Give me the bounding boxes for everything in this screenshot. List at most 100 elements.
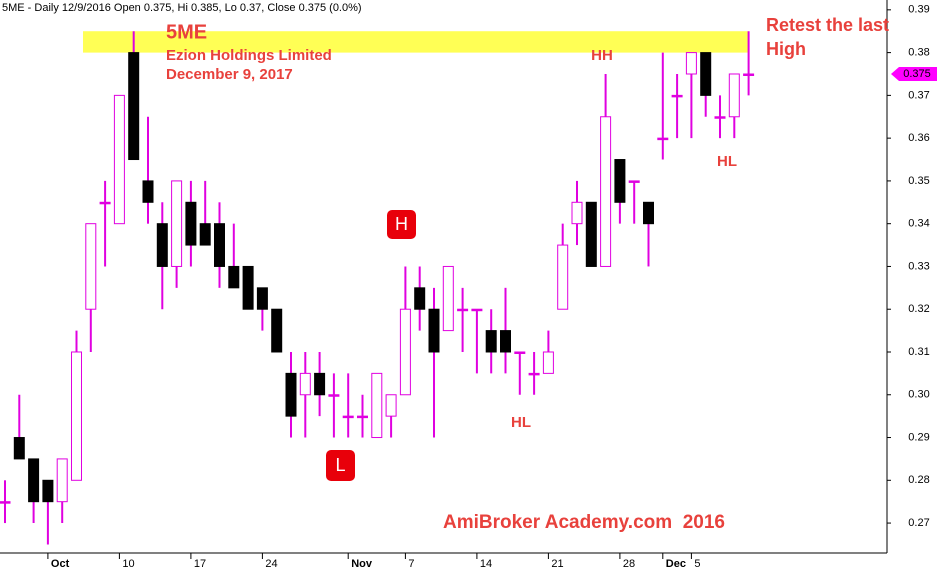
x-tick-label: 28: [623, 558, 635, 570]
candle-body: [500, 330, 511, 353]
y-tick-label: 0.32: [908, 303, 929, 315]
candle: [700, 52, 712, 117]
candle-body: [13, 437, 25, 460]
candle-body: [685, 52, 697, 75]
candle-body: [528, 372, 540, 376]
candle: [557, 223, 569, 310]
y-tick-label: 0.29: [908, 431, 929, 443]
x-tick-label: 21: [551, 558, 563, 570]
chart-title: 5ME - Daily 12/9/2016 Open 0.375, Hi 0.3…: [2, 2, 362, 14]
candle: [214, 202, 225, 288]
candle: [56, 458, 68, 524]
candle-body: [428, 308, 440, 353]
candle-body: [113, 94, 125, 225]
candle: [185, 180, 197, 267]
candle-body: [614, 159, 626, 203]
candle-body: [457, 308, 469, 312]
candle: [685, 52, 697, 139]
candle-body: [600, 116, 612, 267]
candle-body: [42, 479, 54, 503]
x-tick-label: Nov: [351, 558, 373, 570]
candle-body: [85, 223, 97, 310]
candle: [357, 394, 368, 438]
candle-body: [171, 180, 183, 267]
candle-body: [271, 308, 283, 353]
x-tick-label: 7: [408, 558, 414, 570]
hl-label: HL: [511, 414, 531, 431]
candle: [399, 266, 411, 396]
last-price-marker: [891, 66, 937, 81]
highlight-band: [83, 31, 749, 53]
y-tick-label: 0.35: [908, 175, 929, 187]
y-tick-label: 0.39: [908, 4, 929, 16]
y-tick-label: 0.31: [908, 346, 929, 358]
candle-body: [199, 223, 211, 246]
watermark: AmiBroker Academy.com 2016: [443, 512, 725, 533]
candle-body: [142, 180, 154, 203]
candle: [743, 31, 755, 96]
y-tick-label: 0.30: [908, 389, 929, 401]
candle: [371, 372, 383, 439]
symbol-label: 5ME: [166, 21, 207, 43]
candle: [299, 351, 311, 438]
candle: [528, 351, 540, 395]
candle: [485, 309, 497, 374]
candle-body: [299, 372, 311, 396]
candle-body: [585, 201, 597, 267]
candle: [85, 223, 97, 352]
l-label: L: [335, 455, 345, 475]
x-tick-label: Oct: [51, 558, 70, 570]
company-label: Ezion Holdings Limited: [166, 47, 332, 64]
candle-body: [385, 394, 397, 417]
candle-body: [228, 265, 240, 289]
x-tick-label: 5: [694, 558, 700, 570]
candle: [128, 31, 140, 161]
candle-body: [56, 458, 68, 503]
candle-body: [185, 201, 197, 246]
candle: [342, 373, 354, 438]
candle: [500, 287, 511, 374]
candle: [457, 287, 469, 352]
candle-body: [542, 351, 554, 374]
candle-body: [571, 201, 583, 225]
candle-body: [314, 372, 326, 396]
hl-label: HL: [717, 153, 737, 170]
candle: [428, 287, 440, 438]
candle-body: [399, 308, 411, 396]
candle: [42, 479, 54, 545]
candle: [199, 180, 211, 246]
candle: [714, 95, 726, 139]
candle: [285, 351, 297, 438]
candle-body: [671, 94, 683, 98]
candle: [156, 202, 168, 310]
candle: [628, 180, 640, 224]
l-badge: [326, 450, 355, 481]
candle-body: [371, 372, 383, 439]
candle-body: [628, 180, 640, 183]
candle: [228, 223, 240, 289]
candle-body: [342, 415, 354, 419]
retest-label: Retest the last: [766, 15, 889, 35]
candle: [28, 458, 40, 524]
candle: [600, 73, 612, 267]
candle-body: [442, 265, 454, 332]
candle: [171, 180, 183, 288]
candle-body: [485, 330, 497, 353]
candle: [571, 180, 583, 246]
candle-body: [471, 308, 483, 312]
y-tick-label: 0.38: [908, 47, 929, 59]
candle: [728, 73, 740, 139]
y-tick-label: 0.34: [908, 218, 929, 230]
y-tick-label: 0.36: [908, 132, 929, 144]
x-tick-label: 17: [194, 558, 206, 570]
x-tick-label: Dec: [666, 558, 686, 570]
candle-body: [557, 244, 569, 310]
candle: [671, 73, 683, 139]
candle: [242, 265, 254, 310]
candle: [314, 351, 326, 417]
candle-body: [128, 52, 140, 161]
candle-body: [714, 116, 726, 119]
y-tick-label: 0.28: [908, 474, 929, 486]
x-tick-label: 24: [265, 558, 277, 570]
candle: [0, 480, 11, 524]
